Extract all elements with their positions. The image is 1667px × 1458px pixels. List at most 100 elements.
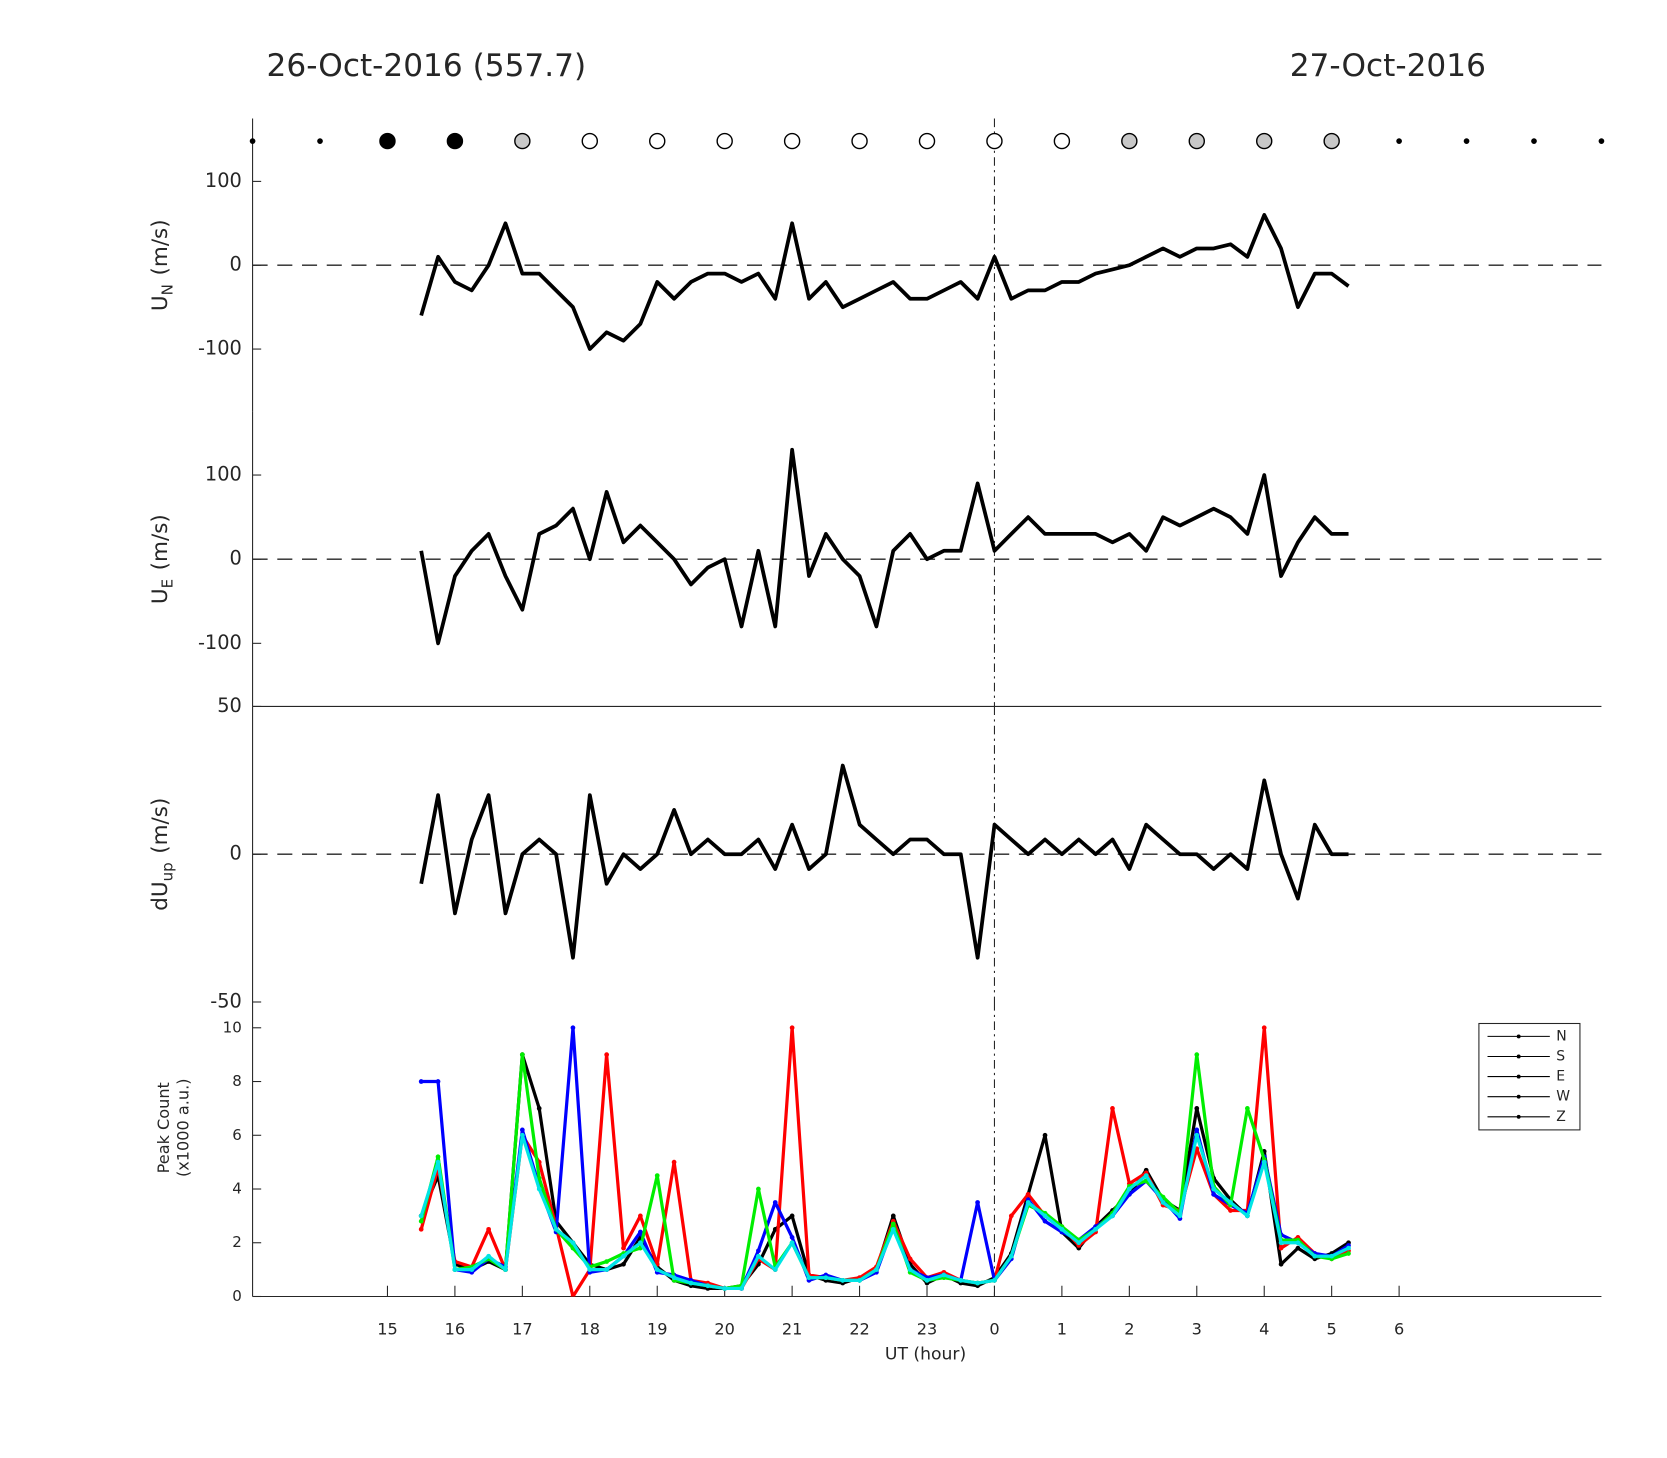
x-tick-label: 2 — [1124, 1319, 1134, 1338]
data-point — [604, 1052, 610, 1058]
sky-marker — [918, 132, 936, 150]
y-tick-label: 100 — [205, 169, 242, 192]
x-tick-label: 21 — [782, 1319, 803, 1338]
sky-marker — [1256, 132, 1273, 150]
y-axis-label: UN (m/s) — [148, 219, 176, 311]
data-point — [756, 1253, 761, 1259]
data-point — [536, 1186, 542, 1192]
legend-dot — [1516, 1114, 1521, 1119]
x-tick-label: 22 — [849, 1319, 870, 1338]
data-point — [519, 1052, 525, 1058]
x-tick-label: 23 — [917, 1319, 938, 1338]
data-point — [1008, 1253, 1014, 1259]
sky-marker — [317, 138, 323, 144]
x-tick-label: 6 — [1394, 1319, 1404, 1338]
x-tick-label: 5 — [1327, 1319, 1337, 1338]
data-point — [722, 1286, 728, 1291]
data-point — [570, 1294, 576, 1297]
data-point — [570, 1025, 576, 1031]
data-point — [621, 1245, 626, 1251]
sky-marker — [1188, 132, 1206, 150]
y-axis-label: Peak Count — [154, 1082, 173, 1173]
sky-marker — [1121, 132, 1138, 150]
data-point — [1261, 1159, 1267, 1165]
sky-marker — [379, 132, 396, 150]
data-point — [418, 1218, 424, 1224]
y-tick-label: 0 — [230, 547, 242, 570]
sky-marker — [1396, 138, 1402, 144]
chart-subtitle: 27-Oct-2016 — [1290, 48, 1486, 84]
y-tick-label: 50 — [217, 694, 242, 717]
x-axis-label: UT (hour) — [885, 1345, 966, 1365]
data-point — [823, 1275, 829, 1281]
data-point — [1093, 1226, 1098, 1232]
chart-title: 26-Oct-2016 (557.7) — [267, 48, 587, 84]
y-axis-label: UE (m/s) — [148, 514, 176, 604]
data-point — [1244, 1213, 1250, 1219]
y-tick-label: 8 — [232, 1072, 242, 1090]
data-point — [604, 1267, 610, 1272]
sky-marker — [581, 132, 599, 150]
data-point — [1126, 1186, 1132, 1192]
data-point — [907, 1267, 913, 1272]
data-point — [840, 1278, 846, 1283]
legend-label: N — [1556, 1028, 1566, 1044]
data-point — [435, 1079, 441, 1084]
x-tick-label: 19 — [647, 1319, 668, 1338]
y-label-unit: (m/s) — [148, 798, 173, 854]
data-point — [1143, 1173, 1149, 1178]
legend-dot — [1516, 1094, 1521, 1099]
data-point — [1110, 1213, 1115, 1219]
data-point — [621, 1253, 626, 1259]
plot-area — [419, 763, 1349, 960]
y-tick-label: -100 — [198, 337, 242, 360]
legend-dot — [1516, 1074, 1521, 1079]
data-point — [1042, 1132, 1048, 1138]
data-point — [570, 1240, 576, 1246]
sky-marker — [1323, 132, 1340, 150]
data-point — [469, 1267, 475, 1272]
data-point — [519, 1127, 525, 1133]
y-tick-label: 4 — [232, 1180, 242, 1198]
data-point — [1346, 1245, 1351, 1251]
y-tick-label: 6 — [232, 1126, 242, 1144]
data-point — [671, 1159, 677, 1165]
data-point — [756, 1186, 761, 1192]
data-point — [1025, 1200, 1031, 1205]
data-point — [688, 1280, 694, 1286]
y-tick-label: -50 — [210, 989, 242, 1012]
data-point — [958, 1278, 964, 1283]
data-point — [1042, 1218, 1048, 1224]
sky-marker — [1598, 138, 1605, 144]
data-point — [1211, 1192, 1217, 1197]
data-point — [705, 1283, 711, 1289]
y-tick-label: 10 — [223, 1018, 242, 1036]
legend-label: W — [1556, 1089, 1570, 1105]
x-tick-label: 18 — [580, 1319, 601, 1338]
data-point — [536, 1106, 542, 1111]
y-tick-label: 2 — [232, 1233, 242, 1251]
y-label-unit: (m/s) — [148, 514, 173, 570]
data-point — [519, 1132, 525, 1138]
data-point — [789, 1235, 795, 1240]
data-point — [486, 1226, 491, 1232]
data-point — [890, 1226, 896, 1232]
data-point — [638, 1213, 643, 1219]
data-point — [604, 1259, 610, 1264]
legend-label: Z — [1556, 1109, 1566, 1125]
data-point — [1228, 1208, 1233, 1213]
sky-marker — [1053, 132, 1071, 150]
legend-label: E — [1556, 1069, 1565, 1085]
data-point — [503, 1267, 508, 1272]
legend-dot — [1516, 1054, 1521, 1059]
data-point — [975, 1280, 980, 1286]
sky-marker — [783, 132, 801, 150]
sky-marker — [1531, 138, 1537, 144]
data-point — [1076, 1240, 1082, 1246]
data-point — [941, 1272, 947, 1278]
data-point — [739, 1286, 744, 1291]
data-point — [789, 1240, 795, 1246]
data-point — [418, 1226, 424, 1232]
